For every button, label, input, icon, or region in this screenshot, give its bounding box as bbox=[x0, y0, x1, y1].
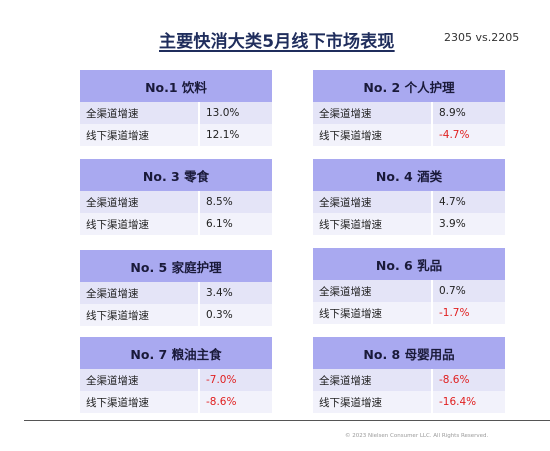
row-label: 线下渠道增速 bbox=[313, 302, 433, 324]
offline-channel-growth: 12.1% bbox=[206, 129, 240, 141]
table-row: 线下渠道增速 3.9% bbox=[313, 213, 505, 235]
offline-channel-growth: 6.1% bbox=[206, 218, 233, 230]
category-card-6: No. 6 乳品 全渠道增速 0.7% 线下渠道增速 -1.7% bbox=[313, 248, 505, 324]
row-label: 全渠道增速 bbox=[80, 102, 200, 124]
card-header: No. 2 个人护理 bbox=[313, 70, 505, 102]
row-label: 线下渠道增速 bbox=[80, 391, 200, 413]
all-channel-growth: 4.7% bbox=[439, 196, 466, 208]
row-label: 线下渠道增速 bbox=[80, 124, 200, 146]
footer-divider bbox=[24, 420, 550, 421]
all-channel-growth: 3.4% bbox=[206, 287, 233, 299]
all-channel-growth: 0.7% bbox=[439, 285, 466, 297]
category-card-8: No. 8 母婴用品 全渠道增速 -8.6% 线下渠道增速 -16.4% bbox=[313, 337, 505, 413]
all-channel-growth: -7.0% bbox=[206, 374, 237, 386]
period-label: 2305 vs.2205 bbox=[444, 31, 520, 44]
row-label: 全渠道增速 bbox=[313, 191, 433, 213]
card-header: No. 4 酒类 bbox=[313, 159, 505, 191]
row-label: 全渠道增速 bbox=[80, 282, 200, 304]
card-header: No. 6 乳品 bbox=[313, 248, 505, 280]
page-title: 主要快消大类5月线下市场表现 bbox=[159, 32, 395, 52]
table-row: 线下渠道增速 0.3% bbox=[80, 304, 272, 326]
row-label: 线下渠道增速 bbox=[80, 213, 200, 235]
category-card-1: No.1 饮料 全渠道增速 13.0% 线下渠道增速 12.1% bbox=[80, 70, 272, 146]
card-header: No. 3 零食 bbox=[80, 159, 272, 191]
table-row: 全渠道增速 4.7% bbox=[313, 191, 505, 213]
offline-channel-growth: -16.4% bbox=[439, 396, 477, 408]
offline-channel-growth: 0.3% bbox=[206, 309, 233, 321]
table-row: 全渠道增速 8.9% bbox=[313, 102, 505, 124]
table-row: 全渠道增速 8.5% bbox=[80, 191, 272, 213]
table-row: 全渠道增速 3.4% bbox=[80, 282, 272, 304]
row-label: 全渠道增速 bbox=[313, 102, 433, 124]
table-row: 线下渠道增速 -4.7% bbox=[313, 124, 505, 146]
row-label: 线下渠道增速 bbox=[80, 304, 200, 326]
all-channel-growth: -8.6% bbox=[439, 374, 470, 386]
all-channel-growth: 13.0% bbox=[206, 107, 240, 119]
offline-channel-growth: -4.7% bbox=[439, 129, 470, 141]
category-card-3: No. 3 零食 全渠道增速 8.5% 线下渠道增速 6.1% bbox=[80, 159, 272, 235]
card-header: No. 5 家庭护理 bbox=[80, 250, 272, 282]
row-label: 全渠道增速 bbox=[80, 191, 200, 213]
table-row: 全渠道增速 -7.0% bbox=[80, 369, 272, 391]
offline-channel-growth: 3.9% bbox=[439, 218, 466, 230]
row-label: 线下渠道增速 bbox=[313, 391, 433, 413]
copyright-notice: © 2023 Nielsen Consumer LLC. All Rights … bbox=[345, 433, 489, 439]
table-row: 线下渠道增速 -16.4% bbox=[313, 391, 505, 413]
table-row: 线下渠道增速 6.1% bbox=[80, 213, 272, 235]
row-label: 线下渠道增速 bbox=[313, 124, 433, 146]
table-row: 线下渠道增速 -8.6% bbox=[80, 391, 272, 413]
all-channel-growth: 8.5% bbox=[206, 196, 233, 208]
category-card-5: No. 5 家庭护理 全渠道增速 3.4% 线下渠道增速 0.3% bbox=[80, 250, 272, 326]
all-channel-growth: 8.9% bbox=[439, 107, 466, 119]
table-row: 线下渠道增速 12.1% bbox=[80, 124, 272, 146]
table-row: 全渠道增速 0.7% bbox=[313, 280, 505, 302]
row-label: 全渠道增速 bbox=[80, 369, 200, 391]
category-card-4: No. 4 酒类 全渠道增速 4.7% 线下渠道增速 3.9% bbox=[313, 159, 505, 235]
card-header: No. 7 粮油主食 bbox=[80, 337, 272, 369]
category-card-7: No. 7 粮油主食 全渠道增速 -7.0% 线下渠道增速 -8.6% bbox=[80, 337, 272, 413]
category-card-2: No. 2 个人护理 全渠道增速 8.9% 线下渠道增速 -4.7% bbox=[313, 70, 505, 146]
card-header: No.1 饮料 bbox=[80, 70, 272, 102]
row-label: 线下渠道增速 bbox=[313, 213, 433, 235]
offline-channel-growth: -8.6% bbox=[206, 396, 237, 408]
row-label: 全渠道增速 bbox=[313, 280, 433, 302]
table-row: 全渠道增速 -8.6% bbox=[313, 369, 505, 391]
table-row: 全渠道增速 13.0% bbox=[80, 102, 272, 124]
table-row: 线下渠道增速 -1.7% bbox=[313, 302, 505, 324]
card-header: No. 8 母婴用品 bbox=[313, 337, 505, 369]
row-label: 全渠道增速 bbox=[313, 369, 433, 391]
offline-channel-growth: -1.7% bbox=[439, 307, 470, 319]
